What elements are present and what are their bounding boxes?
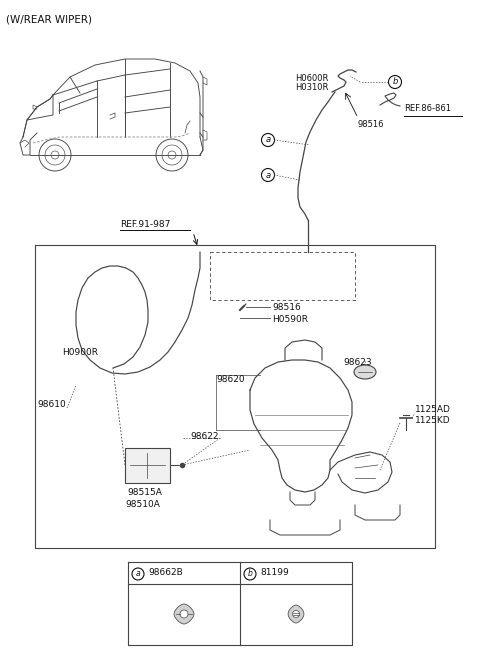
Text: 98623: 98623: [343, 358, 372, 367]
Text: 1125KD: 1125KD: [415, 416, 451, 425]
Text: 98662B: 98662B: [148, 568, 183, 577]
Text: a: a: [265, 170, 271, 179]
Circle shape: [180, 610, 188, 618]
Ellipse shape: [354, 365, 376, 379]
Text: 98516: 98516: [358, 120, 384, 129]
Text: (W/REAR WIPER): (W/REAR WIPER): [6, 14, 92, 24]
Text: H0310R: H0310R: [295, 83, 328, 92]
Text: 98516: 98516: [272, 303, 301, 312]
Text: H0590R: H0590R: [272, 315, 308, 324]
Polygon shape: [174, 604, 194, 624]
Circle shape: [292, 610, 300, 618]
Text: 1125AD: 1125AD: [415, 405, 451, 414]
Text: H0900R: H0900R: [62, 348, 98, 357]
Text: 98622: 98622: [190, 432, 218, 441]
Text: b: b: [248, 569, 252, 578]
Text: H0600R: H0600R: [295, 74, 328, 83]
Text: REF.86-861: REF.86-861: [404, 104, 451, 113]
Text: 81199: 81199: [260, 568, 289, 577]
Text: 98610: 98610: [37, 400, 66, 409]
Text: REF.91-987: REF.91-987: [120, 220, 170, 229]
Bar: [125, 448, 170, 483]
Polygon shape: [288, 605, 304, 623]
Text: a: a: [265, 136, 271, 145]
Text: 98515A: 98515A: [127, 488, 162, 497]
Text: a: a: [136, 569, 140, 578]
Text: 98510A: 98510A: [125, 500, 160, 509]
Text: b: b: [392, 77, 398, 86]
Text: 98620: 98620: [216, 375, 245, 384]
